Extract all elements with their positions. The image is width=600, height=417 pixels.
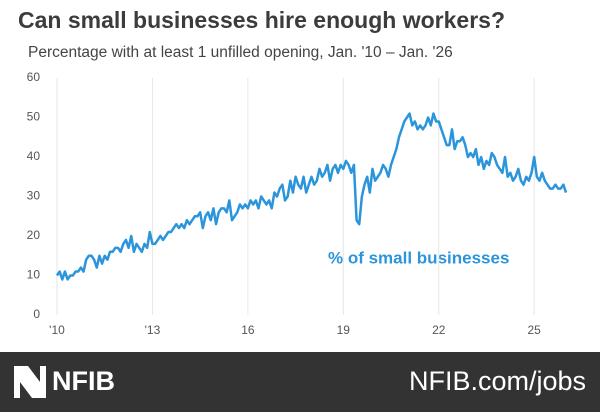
y-tick-label: 30 (27, 189, 41, 203)
y-tick-label: 10 (27, 268, 41, 282)
x-tick-label: '10 (49, 323, 65, 337)
x-tick-label: 25 (528, 323, 542, 337)
footer-band (0, 352, 600, 412)
footer-url: NFIB.com/jobs (409, 366, 586, 396)
data-line (55, 112, 568, 281)
x-tick-label: 19 (337, 323, 351, 337)
y-tick-label: 60 (27, 70, 41, 84)
chart-title: Can small businesses hire enough workers… (18, 7, 505, 33)
annotation: % of small businesses (328, 248, 509, 267)
logo-icon (14, 366, 46, 398)
x-tick-label: 22 (432, 323, 446, 337)
y-tick-label: 40 (27, 149, 41, 163)
logo-text: NFIB (52, 366, 115, 396)
x-tick-label: 16 (241, 323, 255, 337)
x-tick-label: '13 (145, 323, 161, 337)
y-tick-label: 50 (27, 110, 41, 124)
chart-subtitle: Percentage with at least 1 unfilled open… (28, 44, 453, 61)
y-tick-label: 20 (27, 228, 41, 242)
y-tick-label: 0 (33, 307, 40, 321)
